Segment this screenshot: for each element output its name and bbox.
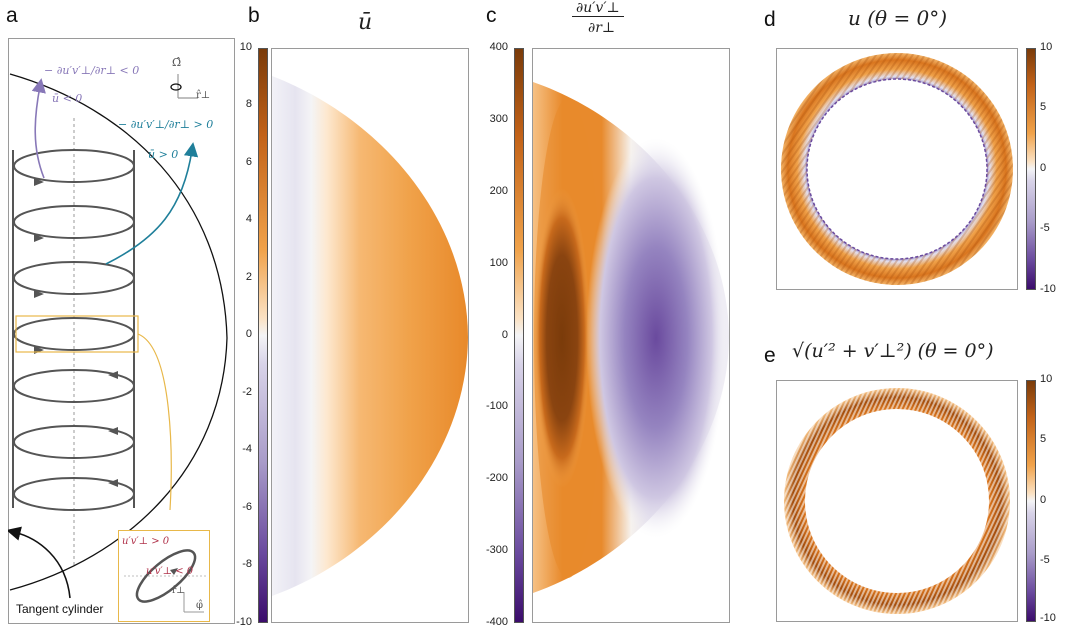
cbar-b-tick: 8 [245,98,252,110]
cbar-b-tick: -8 [242,558,252,570]
colorbar-c [514,48,524,623]
cbar-e-tick: -5 [1040,554,1050,566]
cbar-b-tick: -2 [242,386,252,398]
cbar-c-tick: 0 [501,329,508,341]
inset-axis-r-label: r̂⊥ [172,586,185,596]
annot-neg-expr: − ∂u′v′⊥/∂r⊥ < 0 [44,64,140,77]
cbar-b-tick: 0 [245,328,252,340]
cbar-c-tick: -200 [485,472,508,484]
colorbar-d [1026,48,1036,290]
cbar-c-tick: -300 [485,544,508,556]
panel-c-title-num: ∂u′v′⊥ [572,0,624,17]
panel-e-field [784,388,1010,614]
annot-pos-expr: − ∂u′v′⊥/∂r⊥ > 0 [118,118,214,131]
panel-label-d: d [764,8,776,31]
cbar-c-tick: -100 [485,400,508,412]
inset-neg-label: u′v′⊥ < 0 [146,566,194,577]
cbar-c-tick: 200 [489,185,508,197]
cbar-e-tick: 0 [1040,494,1047,506]
cbar-c-tick: 400 [489,41,508,53]
inset-axis-phi-label: φ̂ [196,600,204,611]
cbar-b-tick: -10 [236,616,252,628]
cbar-b-tick: -6 [242,501,252,513]
panel-d-field [781,53,1013,285]
panel-label-e: e [764,344,776,367]
cbar-d-tick: 5 [1040,101,1047,113]
cbar-c-tick: 100 [489,257,508,269]
tangent-cylinder-diagram [8,73,228,599]
cbar-e-tick: 10 [1040,373,1053,385]
panel-b-title: ū [358,10,373,35]
cbar-b-tick: 2 [245,271,252,283]
cbar-e-tick: -10 [1040,612,1056,624]
inset-diagram [124,549,206,613]
cbar-b-tick: -4 [242,443,252,455]
panel-c-field [533,82,729,593]
panel-c-title-den: ∂r⊥ [588,20,616,36]
panel-d-title: u (θ = 0°) [848,6,948,30]
cbar-c-tick: -400 [485,616,508,628]
panel-a-frame [8,38,235,624]
cbar-d-tick: 0 [1040,162,1047,174]
panel-b-field [272,76,468,596]
cbar-b-tick: 6 [245,156,252,168]
outer-boundary-curve [9,73,228,591]
cbar-e-tick: 5 [1040,433,1047,445]
panel-e-title: √(u′² + v′⊥²) (θ = 0°) [792,340,994,362]
cbar-b-tick: 4 [245,213,252,225]
colorbar-b [258,48,268,623]
panel-label-b: b [248,4,260,27]
inset-pos-label: u′v′⊥ > 0 [122,536,170,547]
axis-omega-label: Ω̂ [172,56,182,69]
panel-label-a: a [6,4,18,27]
cbar-d-tick: -10 [1040,283,1056,295]
cbar-d-tick: -5 [1040,222,1050,234]
colorbar-e [1026,380,1036,622]
panel-label-c: c [486,4,497,27]
cbar-b-tick: 10 [239,41,252,53]
teal-flux-arrow [105,142,199,265]
tangent-cylinder-label: Tangent cylinder [16,602,104,616]
axis-r-label: r̂⊥ [196,90,211,101]
annot-neg-ubar: ū < 0 [52,92,83,105]
annot-pos-ubar: ū > 0 [148,148,179,161]
cbar-c-tick: 300 [489,113,508,125]
purple-flux-arrow [31,78,46,179]
cbar-d-tick: 10 [1040,41,1053,53]
